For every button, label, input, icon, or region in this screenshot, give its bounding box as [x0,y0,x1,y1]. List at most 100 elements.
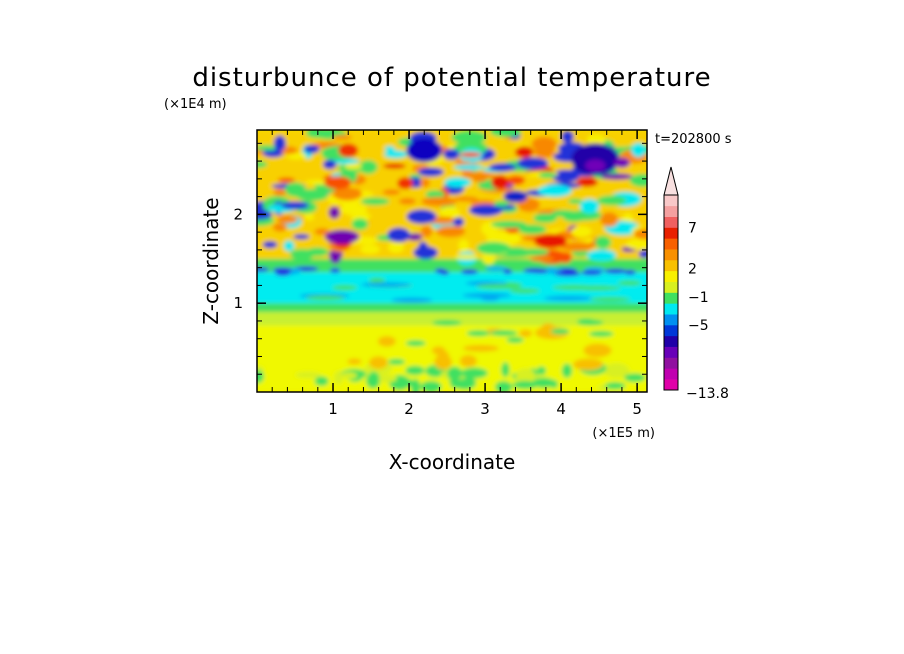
contour-cell [476,284,522,290]
colorbar-swatch [664,281,678,293]
contour-cell [617,280,642,286]
contour-cell [272,223,288,232]
contour-cell [554,271,581,277]
contour-cell [506,175,526,185]
colorbar-swatch [664,216,678,228]
contour-cell [604,382,626,390]
contour-cell [534,233,567,249]
contour-cell [588,330,614,337]
contour-cell [561,130,574,143]
contour-cell [332,186,362,201]
contour-cell [540,323,556,339]
contour-cell [453,196,479,202]
colorbar-swatch [664,379,678,391]
contour-cell [625,238,647,250]
contour-cell [501,362,510,378]
contour-cell [303,213,315,221]
contour-cell [262,240,278,249]
colorbar-swatch [664,227,678,239]
contour-cell [476,241,511,255]
contour-cell [407,233,423,241]
contour-cell [533,213,558,223]
blue-cell-left [273,135,286,152]
red-cell-2 [397,177,414,190]
contour-cell [489,130,522,138]
x-unit-label: (×1E5 m) [592,426,655,441]
contour-cell [420,225,433,238]
contour-cell [277,177,295,183]
contour-cell [604,268,627,274]
contour-cell [293,233,310,240]
contour-cell [537,184,572,197]
contour-cell [545,267,558,273]
colorbar-swatch [664,205,678,217]
contour-cell [322,159,337,170]
contour-cell [368,277,386,283]
contour-cell [417,241,429,257]
contour-cell [459,152,482,158]
contour-cell [329,267,341,273]
contour-cell [257,161,268,168]
contour-cell [369,356,388,369]
colorbar-swatch [664,368,678,380]
plot-frame [256,129,648,393]
contour-cell [384,145,395,152]
contour-cell [351,218,369,230]
red-cell [338,143,359,158]
contour-cell [406,209,437,224]
contour-cell [333,370,344,385]
contour-cell [538,172,556,179]
y-tick-label: 1 [233,294,243,312]
contour-cell [568,198,583,204]
contour-cell [532,377,555,388]
contour-cell [454,254,479,260]
contour-cell [275,270,291,276]
y-axis: 12 [233,142,647,375]
contour-cell [278,215,298,224]
contour-cell [534,145,555,159]
purple-core-2 [613,157,630,168]
contour-cell [481,295,499,301]
contour-cell [453,217,465,227]
contour-cell [603,363,630,379]
contour-cell [420,380,442,392]
contour-cell [589,296,631,302]
contour-cell [597,195,627,206]
contour-cell [443,148,460,160]
contour-cell [383,150,408,159]
chart-title: disturbunce of potential temperature [192,63,711,93]
contour-cell [573,358,604,371]
contour-cell [629,173,647,187]
x-tick-label: 4 [556,400,566,418]
contour-cell [417,167,444,177]
contour-cell [451,130,487,145]
contour-cell [600,212,619,227]
colorbar-swatch [664,314,678,326]
contour-cell [425,190,445,199]
contour-cell [360,244,380,255]
contour-cell [488,163,517,172]
contour-cell [468,204,503,217]
colorbar-swatch [664,195,678,207]
contour-cell [459,355,477,368]
contour-cell [543,295,593,301]
colorbar-tick-label: −1 [688,290,709,306]
contour-cell [421,196,457,207]
x-axis: 1 2 3 4 5 [271,130,642,418]
contour-cell [579,198,600,214]
contour-cell [328,206,340,219]
contour-cell [536,366,547,376]
contour-cell [314,376,329,387]
contour-cell [439,206,460,220]
contour-cell [512,380,538,390]
contour-cell [314,228,330,236]
contour-cell [382,189,401,196]
contour-cell [360,197,390,206]
contour-cell [460,367,488,379]
colorbar-tick-label: 7 [688,221,697,237]
contour-cell [388,241,404,253]
contour-cell [515,146,534,158]
colorbar-swatch [664,238,678,250]
contour-cell [391,297,433,303]
